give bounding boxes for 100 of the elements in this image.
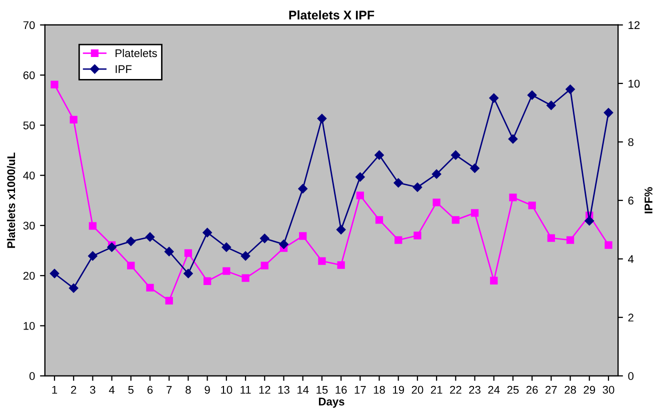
y-tick-label: 40 — [23, 172, 35, 180]
point — [260, 262, 268, 270]
point — [375, 216, 384, 224]
y2-tick-label: 10 — [628, 80, 640, 88]
point — [318, 257, 326, 265]
point — [356, 172, 365, 182]
x-tick-label: 24 — [488, 386, 500, 394]
point — [88, 222, 97, 230]
point — [165, 296, 173, 304]
y-tick-label: 50 — [23, 121, 35, 130]
x-tick-label: 25 — [507, 386, 519, 394]
point — [394, 178, 403, 188]
x-tick-label: 18 — [374, 386, 385, 394]
point — [222, 267, 230, 275]
y2-tick-label: 8 — [628, 138, 634, 146]
point — [336, 225, 346, 234]
x-tick-label: 22 — [450, 386, 462, 394]
point — [470, 209, 479, 217]
legend-label: IPF — [116, 65, 132, 73]
point — [222, 242, 232, 252]
point — [240, 251, 250, 261]
x-tick-label: 20 — [412, 386, 424, 394]
point — [470, 164, 480, 173]
point — [88, 251, 98, 261]
point — [337, 261, 345, 269]
point — [164, 246, 174, 256]
point — [528, 202, 536, 210]
y2-tick-label: 12 — [628, 21, 640, 29]
y-tick-label: 60 — [23, 71, 35, 80]
x-tick-label: 17 — [354, 386, 366, 394]
y-tick-label: 20 — [23, 272, 35, 280]
x-tick-label: 27 — [546, 386, 557, 394]
point — [68, 284, 78, 293]
point — [107, 242, 116, 252]
point — [604, 108, 614, 118]
point — [317, 114, 327, 124]
point — [50, 268, 60, 278]
point — [489, 93, 498, 103]
x-tick-label: 29 — [584, 386, 596, 394]
x-tick-label: 9 — [204, 386, 210, 394]
x-tick-label: 6 — [147, 386, 153, 394]
point — [604, 241, 612, 249]
point — [279, 240, 288, 249]
point — [432, 198, 440, 206]
point — [146, 284, 154, 292]
x-tick-label: 3 — [90, 386, 96, 394]
point — [414, 232, 422, 240]
x-tick-label: 5 — [128, 386, 134, 394]
point — [184, 249, 192, 257]
x-tick-label: 19 — [393, 386, 404, 394]
point — [126, 236, 136, 246]
point — [566, 236, 574, 244]
x-tick-label: 4 — [108, 386, 115, 394]
point — [50, 80, 58, 88]
point — [452, 216, 460, 224]
x-tick-label: 12 — [259, 386, 270, 394]
point — [394, 236, 402, 244]
point — [299, 232, 307, 240]
point — [566, 84, 575, 94]
point — [509, 194, 517, 202]
point — [298, 184, 308, 194]
point — [204, 277, 212, 285]
point — [260, 234, 270, 244]
point — [127, 262, 135, 270]
point — [242, 274, 250, 282]
x-tick-label: 10 — [221, 386, 232, 394]
x-axis-title: Days — [318, 398, 344, 408]
point — [356, 192, 364, 200]
x-tick-label: 28 — [564, 386, 576, 394]
x-tick-label: 26 — [526, 386, 538, 394]
y2-tick-label: 6 — [628, 196, 634, 205]
x-tick-label: 2 — [71, 386, 76, 394]
point — [432, 169, 442, 179]
point — [527, 90, 537, 100]
y2-tick-label: 4 — [628, 255, 634, 263]
y-tick-label: 30 — [23, 222, 35, 230]
y-tick-label: 70 — [23, 21, 35, 30]
x-tick-label: 16 — [336, 386, 347, 394]
x-tick-label: 14 — [298, 386, 309, 394]
point — [584, 216, 594, 226]
point — [547, 234, 555, 242]
point — [70, 116, 78, 124]
point — [451, 150, 460, 160]
point — [374, 150, 384, 160]
x-tick-label: 7 — [166, 386, 172, 394]
chart-title: Platelets X IPF — [289, 10, 374, 20]
x-tick-label: 23 — [469, 386, 480, 394]
y2-tick-label: 2 — [628, 314, 634, 322]
x-tick-label: 8 — [186, 386, 191, 394]
y2-axis-title: IPF% — [644, 187, 652, 214]
y-tick-label: 0 — [29, 372, 35, 380]
point — [412, 182, 422, 192]
point — [546, 100, 556, 110]
x-tick-label: 15 — [316, 386, 328, 394]
point — [145, 232, 155, 242]
y2-tick-label: 0 — [628, 372, 634, 380]
x-tick-label: 21 — [430, 386, 442, 394]
point — [490, 276, 498, 284]
x-tick-label: 11 — [240, 386, 251, 394]
point — [508, 134, 518, 144]
